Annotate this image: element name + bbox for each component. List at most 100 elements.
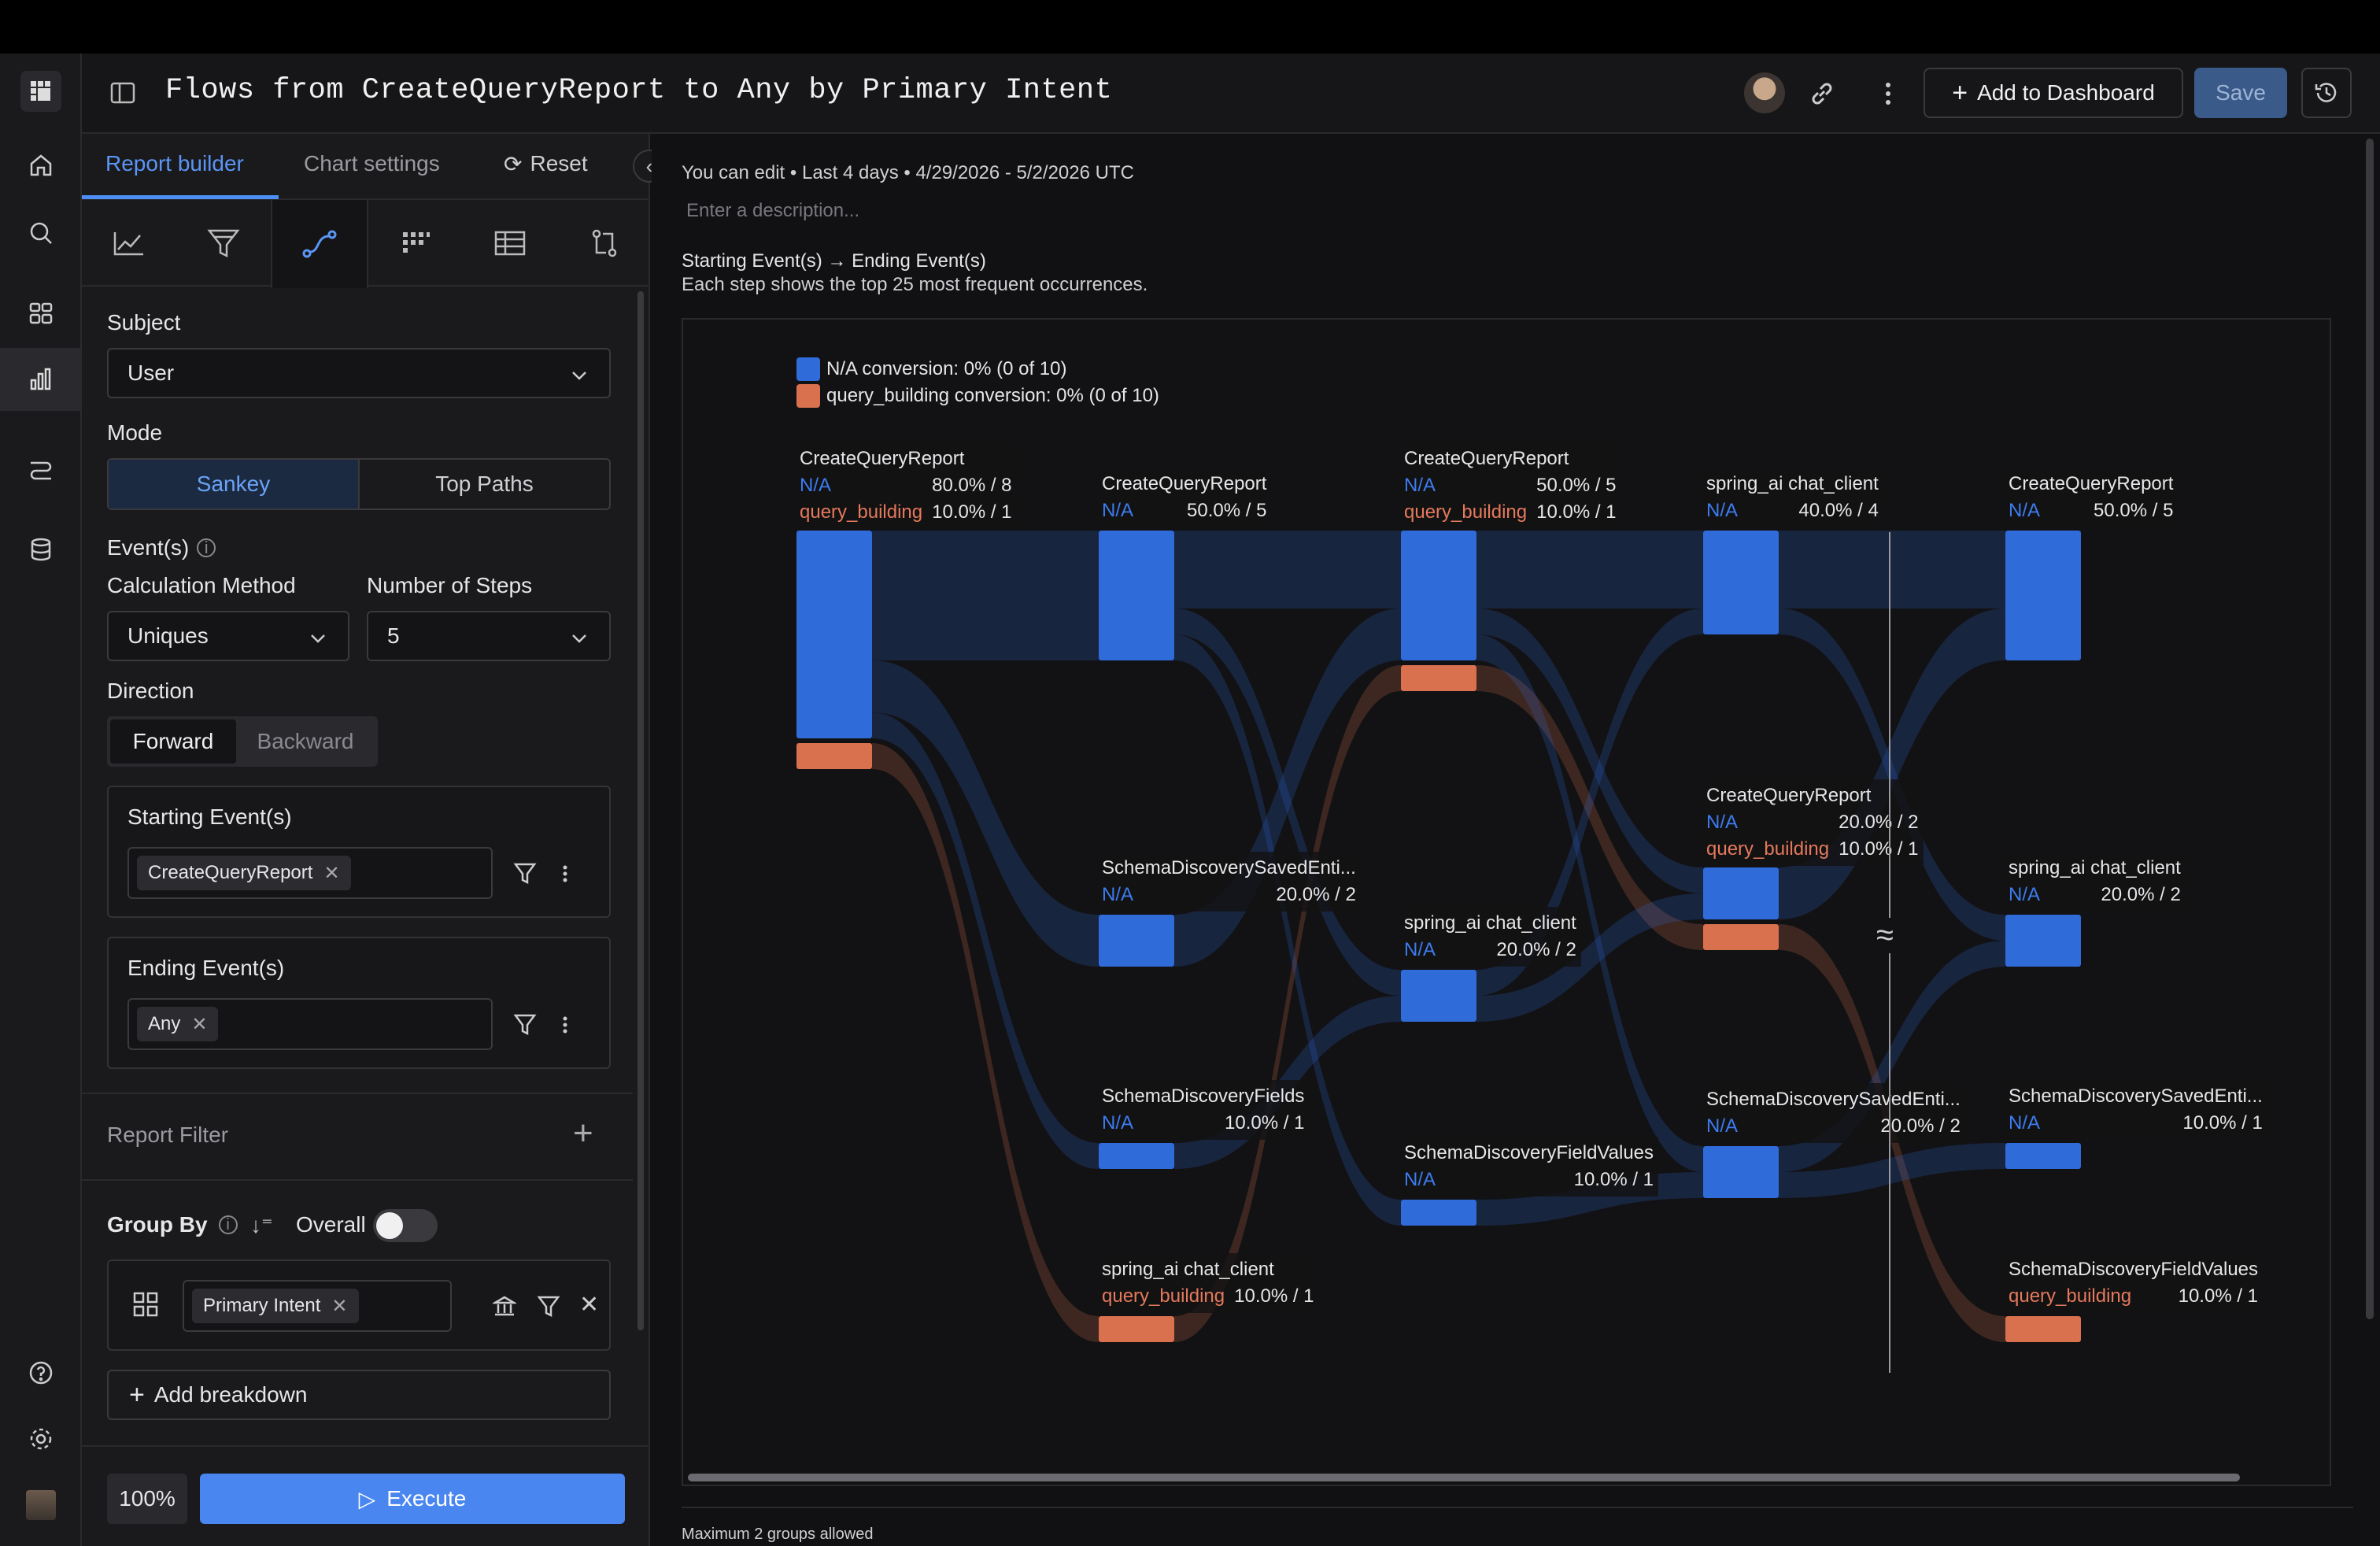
sankey-link[interactable] bbox=[1779, 1143, 2005, 1198]
sankey-link[interactable] bbox=[1174, 634, 1401, 1226]
sankey-node-label[interactable]: spring_ai chat_client N/A 20.0% / 2 bbox=[2004, 852, 2186, 912]
sankey-node-label[interactable]: SchemaDiscoverySavedEnti... N/A 10.0% / 1 bbox=[2004, 1080, 2267, 1140]
sankey-link[interactable] bbox=[872, 531, 1099, 660]
sankey-node-label[interactable]: spring_ai chat_client query_building 10.0%… bbox=[1097, 1253, 1319, 1313]
sankey-node-label[interactable]: SchemaDiscoveryFields N/A 10.0% / 1 bbox=[1097, 1080, 1310, 1140]
legend-item-na[interactable]: N/A conversion: 0% (0 of 10) bbox=[796, 357, 1159, 381]
sankey-node-bar[interactable] bbox=[1099, 1143, 1174, 1169]
sankey-node-bar[interactable] bbox=[1401, 1200, 1476, 1226]
search-icon[interactable] bbox=[20, 213, 61, 253]
sankey-node-bar[interactable] bbox=[796, 743, 872, 769]
zoom-level[interactable]: 100% bbox=[107, 1474, 187, 1524]
sankey-node-bar[interactable] bbox=[1703, 1146, 1779, 1198]
filter-icon[interactable] bbox=[513, 861, 537, 889]
flows-icon[interactable] bbox=[20, 449, 61, 490]
sankey-link[interactable] bbox=[1476, 531, 1703, 608]
sankey-node-bar[interactable] bbox=[2005, 1316, 2081, 1342]
sankey-link[interactable] bbox=[1174, 665, 1401, 1342]
bank-icon[interactable] bbox=[491, 1294, 518, 1322]
main-scrollbar[interactable] bbox=[2366, 139, 2374, 1319]
info-icon[interactable]: i bbox=[218, 1215, 238, 1234]
ending-event-chip[interactable]: Any ✕ bbox=[137, 1007, 219, 1041]
sankey-node-label[interactable]: SchemaDiscoveryFieldValues query_building… bbox=[2004, 1253, 2264, 1313]
sankey-node-bar[interactable] bbox=[1401, 970, 1476, 1022]
sankey-node-label[interactable]: SchemaDiscoverySavedEnti... N/A 20.0% / 2 bbox=[1097, 852, 1361, 912]
flows-report-icon[interactable] bbox=[271, 200, 368, 288]
funnel-icon[interactable] bbox=[176, 200, 271, 287]
sankey-node-bar[interactable] bbox=[1401, 531, 1476, 660]
reports-icon[interactable] bbox=[0, 348, 80, 411]
save-button[interactable]: Save bbox=[2194, 68, 2287, 118]
sankey-node-bar[interactable] bbox=[1703, 867, 1779, 919]
sankey-link[interactable] bbox=[872, 743, 1099, 1342]
filter-icon[interactable] bbox=[537, 1294, 560, 1322]
database-icon[interactable] bbox=[20, 529, 61, 570]
subject-select[interactable]: User bbox=[107, 348, 611, 398]
remove-chip-icon[interactable]: ✕ bbox=[331, 1295, 348, 1317]
more-vertical-icon[interactable] bbox=[560, 863, 570, 889]
direction-forward-button[interactable]: Forward bbox=[110, 719, 236, 764]
more-vertical-icon[interactable] bbox=[1876, 80, 1900, 111]
tab-report-builder[interactable]: Report builder bbox=[105, 151, 244, 176]
sankey-node-bar[interactable] bbox=[2005, 1143, 2081, 1169]
chart-horizontal-scrollbar[interactable] bbox=[688, 1474, 2240, 1481]
sankey-node-bar[interactable] bbox=[2005, 915, 2081, 967]
ending-events-input[interactable]: Any ✕ bbox=[128, 998, 493, 1050]
truncation-icon[interactable]: ≈ bbox=[1876, 918, 1894, 953]
sankey-node-bar[interactable] bbox=[796, 531, 872, 738]
sankey-link[interactable] bbox=[1779, 531, 2005, 608]
mode-top-paths-button[interactable]: Top Paths bbox=[435, 472, 534, 496]
sankey-link[interactable] bbox=[1476, 893, 1703, 1022]
remove-chip-icon[interactable]: ✕ bbox=[191, 1013, 208, 1035]
sankey-node-label[interactable]: CreateQueryReport N/A 50.0% / 5 bbox=[1097, 468, 1272, 527]
starting-event-chip[interactable]: CreateQueryReport ✕ bbox=[137, 856, 351, 890]
add-breakdown-button[interactable]: + Add breakdown bbox=[107, 1370, 611, 1420]
mode-sankey-button[interactable]: Sankey bbox=[109, 460, 360, 509]
help-icon[interactable] bbox=[20, 1352, 61, 1393]
sankey-link[interactable] bbox=[1174, 608, 1401, 967]
sankey-node-bar[interactable] bbox=[1099, 1316, 1174, 1342]
sankey-node-label[interactable]: CreateQueryReport N/A 20.0% / 2 query_build… bbox=[1702, 779, 1924, 866]
execute-button[interactable]: ▷ Execute bbox=[200, 1474, 625, 1524]
filter-icon[interactable] bbox=[513, 1012, 537, 1040]
sankey-node-label[interactable]: CreateQueryReport N/A 50.0% / 5 bbox=[2004, 468, 2179, 527]
overall-toggle[interactable] bbox=[373, 1209, 438, 1242]
add-filter-plus-icon[interactable]: + bbox=[573, 1114, 593, 1152]
sankey-node-label[interactable]: spring_ai chat_client N/A 20.0% / 2 bbox=[1399, 907, 1581, 967]
user-avatar[interactable] bbox=[20, 1485, 61, 1526]
settings-gear-icon[interactable] bbox=[20, 1418, 61, 1459]
table-icon[interactable] bbox=[463, 200, 557, 287]
remove-chip-icon[interactable]: ✕ bbox=[323, 862, 340, 884]
line-chart-icon[interactable] bbox=[82, 200, 176, 287]
group-by-input[interactable]: Primary Intent ✕ bbox=[183, 1280, 452, 1332]
app-logo-icon[interactable] bbox=[20, 71, 61, 112]
sankey-node-bar[interactable] bbox=[1099, 915, 1174, 967]
sankey-link[interactable] bbox=[872, 712, 1099, 1169]
sankey-link[interactable] bbox=[1779, 608, 2005, 941]
sankey-node-label[interactable]: CreateQueryReport N/A 50.0% / 5 query_build… bbox=[1399, 442, 1621, 529]
sankey-node-bar[interactable] bbox=[1099, 531, 1174, 660]
calc-method-select[interactable]: Uniques bbox=[107, 611, 349, 661]
owner-avatar[interactable] bbox=[1744, 72, 1785, 113]
tab-chart-settings[interactable]: Chart settings bbox=[304, 151, 440, 176]
compare-paths-icon[interactable] bbox=[557, 200, 652, 287]
sankey-node-bar[interactable] bbox=[1401, 665, 1476, 691]
sankey-link[interactable] bbox=[1174, 531, 1401, 608]
sankey-node-bar[interactable] bbox=[1703, 531, 1779, 634]
steps-select[interactable]: 5 bbox=[367, 611, 611, 661]
sankey-node-label[interactable]: SchemaDiscoverySavedEnti... N/A 20.0% / 2 bbox=[1702, 1083, 1965, 1143]
report-title[interactable]: Flows from CreateQueryReport to Any by P… bbox=[165, 74, 1113, 107]
sankey-link[interactable] bbox=[1476, 608, 1703, 893]
sankey-node-label[interactable]: spring_ai chat_client N/A 40.0% / 4 bbox=[1702, 468, 1883, 527]
close-icon[interactable]: ✕ bbox=[579, 1292, 600, 1318]
sankey-link[interactable] bbox=[1476, 634, 1703, 1172]
direction-backward-button[interactable]: Backward bbox=[257, 729, 354, 753]
panel-scrollbar[interactable] bbox=[638, 291, 644, 1330]
sankey-link[interactable] bbox=[1476, 665, 1703, 950]
group-by-chip[interactable]: Primary Intent ✕ bbox=[192, 1289, 359, 1323]
retention-grid-icon[interactable] bbox=[368, 200, 463, 287]
sankey-node-bar[interactable] bbox=[1703, 924, 1779, 950]
home-icon[interactable] bbox=[20, 145, 61, 186]
starting-events-input[interactable]: CreateQueryReport ✕ bbox=[128, 847, 493, 899]
more-vertical-icon[interactable] bbox=[560, 1014, 570, 1040]
